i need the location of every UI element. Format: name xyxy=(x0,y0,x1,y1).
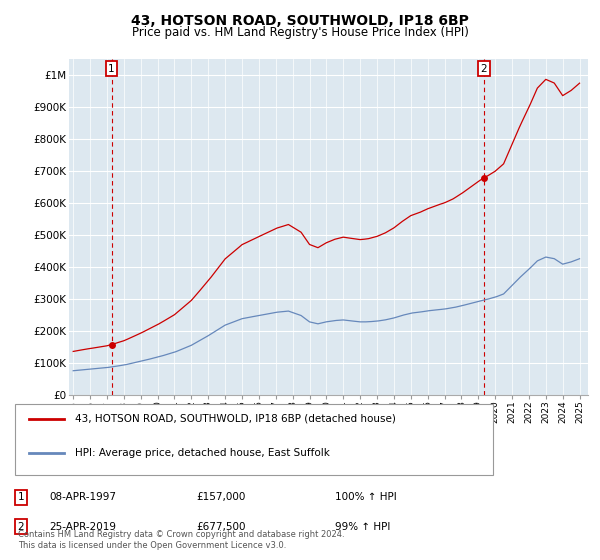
Text: 2: 2 xyxy=(481,64,487,74)
FancyBboxPatch shape xyxy=(15,404,493,475)
Text: 1: 1 xyxy=(108,64,115,74)
Text: 43, HOTSON ROAD, SOUTHWOLD, IP18 6BP: 43, HOTSON ROAD, SOUTHWOLD, IP18 6BP xyxy=(131,14,469,28)
Text: 100% ↑ HPI: 100% ↑ HPI xyxy=(335,492,397,502)
Text: £157,000: £157,000 xyxy=(196,492,245,502)
Text: Price paid vs. HM Land Registry's House Price Index (HPI): Price paid vs. HM Land Registry's House … xyxy=(131,26,469,39)
Text: 99% ↑ HPI: 99% ↑ HPI xyxy=(335,522,390,531)
Text: 25-APR-2019: 25-APR-2019 xyxy=(49,522,116,531)
Text: 1: 1 xyxy=(17,492,24,502)
Text: 08-APR-1997: 08-APR-1997 xyxy=(49,492,116,502)
Text: 43, HOTSON ROAD, SOUTHWOLD, IP18 6BP (detached house): 43, HOTSON ROAD, SOUTHWOLD, IP18 6BP (de… xyxy=(76,414,396,424)
Text: 2: 2 xyxy=(17,522,24,531)
Text: £677,500: £677,500 xyxy=(196,522,246,531)
Text: Contains HM Land Registry data © Crown copyright and database right 2024.
This d: Contains HM Land Registry data © Crown c… xyxy=(18,530,344,550)
Text: HPI: Average price, detached house, East Suffolk: HPI: Average price, detached house, East… xyxy=(76,448,330,458)
